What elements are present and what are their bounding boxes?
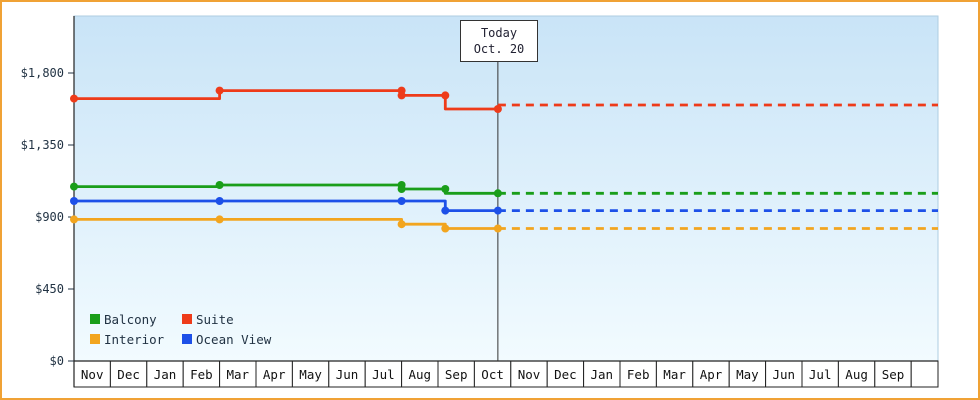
plot-background xyxy=(74,16,938,361)
month-label: Apr xyxy=(700,367,723,382)
month-cell xyxy=(546,360,585,388)
month-label: May xyxy=(299,367,322,382)
today-label-box: Today Oct. 20 xyxy=(460,20,538,62)
series-marker-suite xyxy=(70,94,78,103)
month-label: Sep xyxy=(882,367,905,382)
month-cell xyxy=(655,360,694,388)
month-label: Mar xyxy=(227,367,250,382)
month-cell xyxy=(109,360,148,388)
month-label: Jul xyxy=(809,367,832,382)
month-label: Jul xyxy=(372,367,395,382)
series-marker-suite xyxy=(397,91,406,100)
today-date: Oct. 20 xyxy=(473,42,525,56)
month-label: Jun xyxy=(336,367,359,382)
legend-item-ocean-view: Ocean View xyxy=(182,332,272,347)
legend-swatch-suite xyxy=(182,314,192,324)
month-cell xyxy=(910,360,939,388)
month-label: Sep xyxy=(445,367,468,382)
series-marker-suite xyxy=(215,86,224,95)
month-cell xyxy=(364,360,403,388)
month-label: May xyxy=(736,367,759,382)
legend-label-ocean-view: Ocean View xyxy=(196,332,272,347)
series-marker-interior xyxy=(441,224,450,233)
month-label: Jan xyxy=(154,367,177,382)
month-cell xyxy=(401,360,439,388)
month-label: Aug xyxy=(409,367,432,382)
legend-item-interior: Interior xyxy=(90,332,165,347)
y-axis-label: $900 xyxy=(35,210,64,224)
y-axis-label: $450 xyxy=(35,282,64,296)
series-line-ocean-view xyxy=(72,199,500,212)
month-cell xyxy=(219,360,257,388)
series-marker-ocean-view xyxy=(493,206,502,215)
legend-swatch-balcony xyxy=(90,314,100,324)
month-cell xyxy=(619,360,657,388)
series-marker-interior xyxy=(493,224,502,233)
series-marker-balcony xyxy=(493,189,502,198)
month-cell xyxy=(437,360,475,388)
series-marker-interior xyxy=(70,215,78,224)
month-label: Jun xyxy=(773,367,796,382)
series-marker-suite xyxy=(441,91,450,100)
legend-swatch-ocean-view xyxy=(182,334,192,344)
month-cell xyxy=(182,360,221,388)
y-axis-label: $0 xyxy=(50,354,64,368)
month-label: Apr xyxy=(263,367,286,382)
series-line-interior xyxy=(72,218,500,230)
month-label: Mar xyxy=(663,367,686,382)
legend-label-suite: Suite xyxy=(196,312,234,327)
legend-label-interior: Interior xyxy=(104,332,165,347)
series-marker-balcony xyxy=(441,185,450,193)
legend-label-balcony: Balcony xyxy=(104,312,157,327)
legend-swatch-interior xyxy=(90,334,100,344)
y-axis-label: $1,800 xyxy=(21,66,64,80)
series-marker-suite xyxy=(493,105,502,113)
month-label: Dec xyxy=(117,367,140,382)
series-marker-balcony xyxy=(70,182,78,191)
series-marker-ocean-view xyxy=(215,197,224,205)
legend-item-suite: Suite xyxy=(182,312,234,327)
month-label: Nov xyxy=(518,367,541,382)
month-label: Aug xyxy=(845,367,868,382)
series-marker-interior xyxy=(215,215,224,224)
month-label: Jan xyxy=(591,367,614,382)
month-cell xyxy=(255,360,293,388)
legend-item-balcony: Balcony xyxy=(90,312,157,327)
month-label: Oct xyxy=(481,367,504,382)
today-label: Today xyxy=(480,26,518,40)
month-cell xyxy=(801,360,839,388)
series-marker-balcony xyxy=(397,185,406,193)
series-marker-balcony xyxy=(215,181,224,189)
month-label: Feb xyxy=(190,367,213,382)
series-marker-ocean-view xyxy=(70,197,78,205)
month-label: Nov xyxy=(81,367,104,382)
series-marker-interior xyxy=(397,220,406,229)
series-marker-ocean-view xyxy=(441,206,450,215)
series-marker-ocean-view xyxy=(397,197,406,205)
month-label: Feb xyxy=(627,367,650,382)
month-cell xyxy=(765,360,803,388)
y-axis-label: $1,350 xyxy=(21,138,64,152)
month-cell xyxy=(583,360,621,388)
month-label: Dec xyxy=(554,367,577,382)
